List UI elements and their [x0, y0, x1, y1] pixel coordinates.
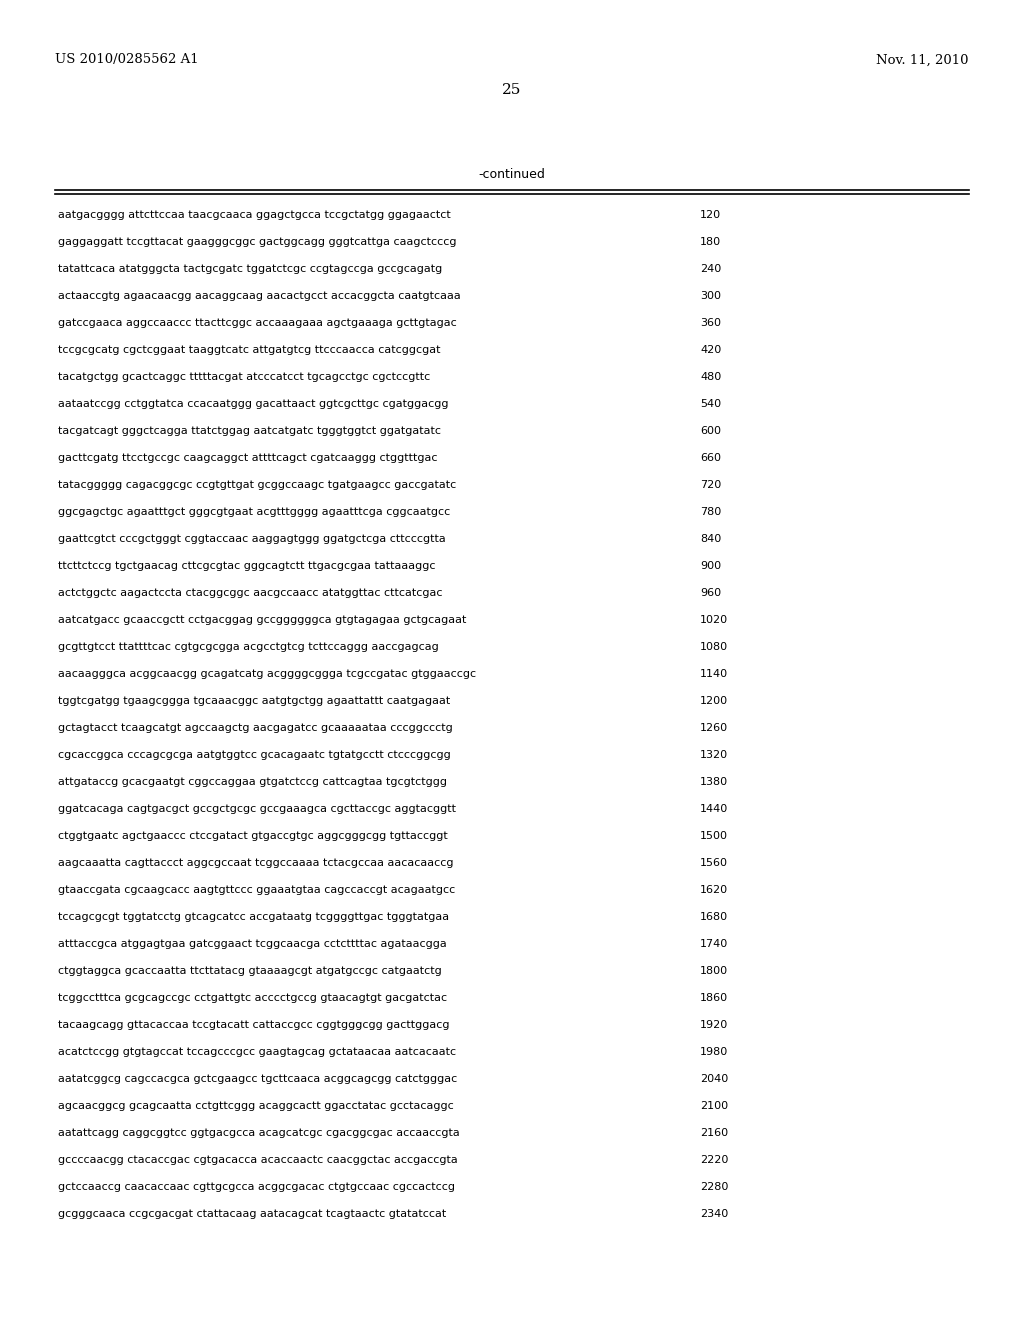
Text: 360: 360: [700, 318, 721, 327]
Text: attgataccg gcacgaatgt cggccaggaa gtgatctccg cattcagtaa tgcgtctggg: attgataccg gcacgaatgt cggccaggaa gtgatct…: [58, 777, 447, 787]
Text: gctccaaccg caacaccaac cgttgcgcca acggcgacac ctgtgccaac cgccactccg: gctccaaccg caacaccaac cgttgcgcca acggcga…: [58, 1181, 455, 1192]
Text: tggtcgatgg tgaagcggga tgcaaacggc aatgtgctgg agaattattt caatgagaat: tggtcgatgg tgaagcggga tgcaaacggc aatgtgc…: [58, 696, 451, 706]
Text: acatctccgg gtgtagccat tccagcccgcc gaagtagcag gctataacaa aatcacaatc: acatctccgg gtgtagccat tccagcccgcc gaagta…: [58, 1047, 456, 1057]
Text: 240: 240: [700, 264, 721, 275]
Text: gacttcgatg ttcctgccgc caagcaggct attttcagct cgatcaaggg ctggtttgac: gacttcgatg ttcctgccgc caagcaggct attttca…: [58, 453, 437, 463]
Text: 1080: 1080: [700, 642, 728, 652]
Text: 1140: 1140: [700, 669, 728, 678]
Text: US 2010/0285562 A1: US 2010/0285562 A1: [55, 54, 199, 66]
Text: gcgggcaaca ccgcgacgat ctattacaag aatacagcat tcagtaactc gtatatccat: gcgggcaaca ccgcgacgat ctattacaag aatacag…: [58, 1209, 446, 1218]
Text: gcgttgtcct ttattttcac cgtgcgcgga acgcctgtcg tcttccaggg aaccgagcag: gcgttgtcct ttattttcac cgtgcgcgga acgcctg…: [58, 642, 438, 652]
Text: 1380: 1380: [700, 777, 728, 787]
Text: 1440: 1440: [700, 804, 728, 814]
Text: aatcatgacc gcaaccgctt cctgacggag gccggggggca gtgtagagaa gctgcagaat: aatcatgacc gcaaccgctt cctgacggag gccgggg…: [58, 615, 466, 624]
Text: tccagcgcgt tggtatcctg gtcagcatcc accgataatg tcggggttgac tgggtatgaa: tccagcgcgt tggtatcctg gtcagcatcc accgata…: [58, 912, 450, 921]
Text: actaaccgtg agaacaacgg aacaggcaag aacactgcct accacggcta caatgtcaaa: actaaccgtg agaacaacgg aacaggcaag aacactg…: [58, 290, 461, 301]
Text: 540: 540: [700, 399, 721, 409]
Text: 1800: 1800: [700, 966, 728, 975]
Text: ctggtaggca gcaccaatta ttcttatacg gtaaaagcgt atgatgccgc catgaatctg: ctggtaggca gcaccaatta ttcttatacg gtaaaag…: [58, 966, 441, 975]
Text: 1320: 1320: [700, 750, 728, 760]
Text: gaattcgtct cccgctgggt cggtaccaac aaggagtggg ggatgctcga cttcccgtta: gaattcgtct cccgctgggt cggtaccaac aaggagt…: [58, 535, 445, 544]
Text: gctagtacct tcaagcatgt agccaagctg aacgagatcc gcaaaaataa cccggccctg: gctagtacct tcaagcatgt agccaagctg aacgaga…: [58, 723, 453, 733]
Text: gtaaccgata cgcaagcacc aagtgttccc ggaaatgtaa cagccaccgt acagaatgcc: gtaaccgata cgcaagcacc aagtgttccc ggaaatg…: [58, 884, 456, 895]
Text: -continued: -continued: [478, 169, 546, 181]
Text: aagcaaatta cagttaccct aggcgccaat tcggccaaaa tctacgccaa aacacaaccg: aagcaaatta cagttaccct aggcgccaat tcggcca…: [58, 858, 454, 869]
Text: ggcgagctgc agaatttgct gggcgtgaat acgtttgggg agaatttcga cggcaatgcc: ggcgagctgc agaatttgct gggcgtgaat acgtttg…: [58, 507, 451, 517]
Text: 300: 300: [700, 290, 721, 301]
Text: 1680: 1680: [700, 912, 728, 921]
Text: atttaccgca atggagtgaa gatcggaact tcggcaacga cctcttttac agataacgga: atttaccgca atggagtgaa gatcggaact tcggcaa…: [58, 939, 446, 949]
Text: 600: 600: [700, 426, 721, 436]
Text: 2040: 2040: [700, 1074, 728, 1084]
Text: 2220: 2220: [700, 1155, 728, 1166]
Text: ttcttctccg tgctgaacag cttcgcgtac gggcagtctt ttgacgcgaa tattaaaggc: ttcttctccg tgctgaacag cttcgcgtac gggcagt…: [58, 561, 435, 572]
Text: 960: 960: [700, 587, 721, 598]
Text: 2340: 2340: [700, 1209, 728, 1218]
Text: cgcaccggca cccagcgcga aatgtggtcc gcacagaatc tgtatgcctt ctcccggcgg: cgcaccggca cccagcgcga aatgtggtcc gcacaga…: [58, 750, 451, 760]
Text: aacaagggca acggcaacgg gcagatcatg acggggcggga tcgccgatac gtggaaccgc: aacaagggca acggcaacgg gcagatcatg acggggc…: [58, 669, 476, 678]
Text: tcggcctttca gcgcagccgc cctgattgtc acccctgccg gtaacagtgt gacgatctac: tcggcctttca gcgcagccgc cctgattgtc acccct…: [58, 993, 447, 1003]
Text: tacaagcagg gttacaccaa tccgtacatt cattaccgcc cggtgggcgg gacttggacg: tacaagcagg gttacaccaa tccgtacatt cattacc…: [58, 1020, 450, 1030]
Text: tacatgctgg gcactcaggc tttttacgat atcccatcct tgcagcctgc cgctccgttc: tacatgctgg gcactcaggc tttttacgat atcccat…: [58, 372, 430, 381]
Text: 1920: 1920: [700, 1020, 728, 1030]
Text: aatgacgggg attcttccaa taacgcaaca ggagctgcca tccgctatgg ggagaactct: aatgacgggg attcttccaa taacgcaaca ggagctg…: [58, 210, 451, 220]
Text: tacgatcagt gggctcagga ttatctggag aatcatgatc tgggtggtct ggatgatatc: tacgatcagt gggctcagga ttatctggag aatcatg…: [58, 426, 441, 436]
Text: actctggctc aagactccta ctacggcggc aacgccaacc atatggttac cttcatcgac: actctggctc aagactccta ctacggcggc aacgcca…: [58, 587, 442, 598]
Text: 480: 480: [700, 372, 721, 381]
Text: 2280: 2280: [700, 1181, 728, 1192]
Text: 1740: 1740: [700, 939, 728, 949]
Text: 1620: 1620: [700, 884, 728, 895]
Text: Nov. 11, 2010: Nov. 11, 2010: [877, 54, 969, 66]
Text: 25: 25: [503, 83, 521, 96]
Text: tatattcaca atatgggcta tactgcgatc tggatctcgc ccgtagccga gccgcagatg: tatattcaca atatgggcta tactgcgatc tggatct…: [58, 264, 442, 275]
Text: tccgcgcatg cgctcggaat taaggtcatc attgatgtcg ttcccaacca catcggcgat: tccgcgcatg cgctcggaat taaggtcatc attgatg…: [58, 345, 440, 355]
Text: gccccaacgg ctacaccgac cgtgacacca acaccaactc caacggctac accgaccgta: gccccaacgg ctacaccgac cgtgacacca acaccaa…: [58, 1155, 458, 1166]
Text: aatatcggcg cagccacgca gctcgaagcc tgcttcaaca acggcagcgg catctgggac: aatatcggcg cagccacgca gctcgaagcc tgcttca…: [58, 1074, 458, 1084]
Text: 1020: 1020: [700, 615, 728, 624]
Text: 720: 720: [700, 480, 721, 490]
Text: gatccgaaca aggccaaccc ttacttcggc accaaagaaa agctgaaaga gcttgtagac: gatccgaaca aggccaaccc ttacttcggc accaaag…: [58, 318, 457, 327]
Text: 180: 180: [700, 238, 721, 247]
Text: aatattcagg caggcggtcc ggtgacgcca acagcatcgc cgacggcgac accaaccgta: aatattcagg caggcggtcc ggtgacgcca acagcat…: [58, 1129, 460, 1138]
Text: 2160: 2160: [700, 1129, 728, 1138]
Text: 660: 660: [700, 453, 721, 463]
Text: 420: 420: [700, 345, 721, 355]
Text: ctggtgaatc agctgaaccc ctccgatact gtgaccgtgc aggcgggcgg tgttaccggt: ctggtgaatc agctgaaccc ctccgatact gtgaccg…: [58, 832, 447, 841]
Text: agcaacggcg gcagcaatta cctgttcggg acaggcactt ggacctatac gcctacaggc: agcaacggcg gcagcaatta cctgttcggg acaggca…: [58, 1101, 454, 1111]
Text: 2100: 2100: [700, 1101, 728, 1111]
Text: 1200: 1200: [700, 696, 728, 706]
Text: aataatccgg cctggtatca ccacaatggg gacattaact ggtcgcttgc cgatggacgg: aataatccgg cctggtatca ccacaatggg gacatta…: [58, 399, 449, 409]
Text: ggatcacaga cagtgacgct gccgctgcgc gccgaaagca cgcttaccgc aggtacggtt: ggatcacaga cagtgacgct gccgctgcgc gccgaaa…: [58, 804, 456, 814]
Text: 1860: 1860: [700, 993, 728, 1003]
Text: 120: 120: [700, 210, 721, 220]
Text: 900: 900: [700, 561, 721, 572]
Text: 1980: 1980: [700, 1047, 728, 1057]
Text: tatacggggg cagacggcgc ccgtgttgat gcggccaagc tgatgaagcc gaccgatatc: tatacggggg cagacggcgc ccgtgttgat gcggcca…: [58, 480, 457, 490]
Text: gaggaggatt tccgttacat gaagggcggc gactggcagg gggtcattga caagctcccg: gaggaggatt tccgttacat gaagggcggc gactggc…: [58, 238, 457, 247]
Text: 1500: 1500: [700, 832, 728, 841]
Text: 840: 840: [700, 535, 721, 544]
Text: 1560: 1560: [700, 858, 728, 869]
Text: 780: 780: [700, 507, 721, 517]
Text: 1260: 1260: [700, 723, 728, 733]
